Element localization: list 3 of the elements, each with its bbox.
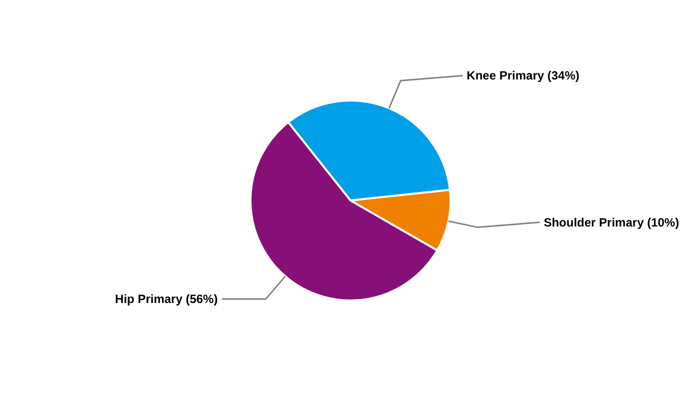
slice-label: Hip Primary (56%) [115, 292, 218, 306]
slice-label: Shoulder Primary (10%) [544, 215, 680, 230]
slice-label: Knee Primary (34%) [466, 68, 580, 83]
